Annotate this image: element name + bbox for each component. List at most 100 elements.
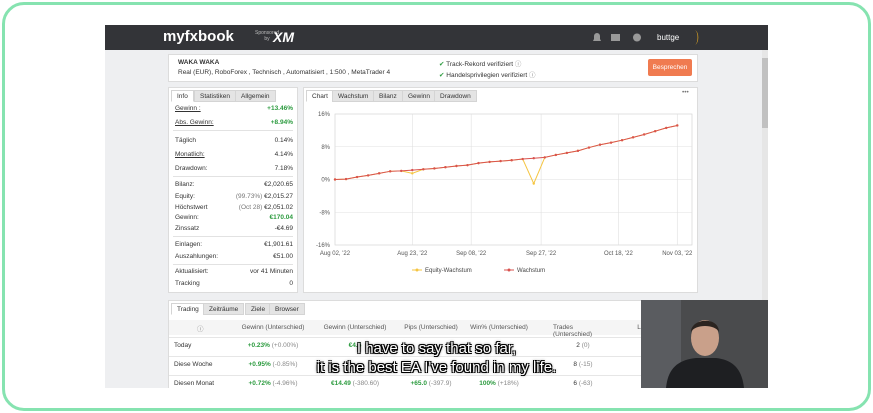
note: (Oct 28)	[238, 204, 263, 211]
x-tick-label: Nov 03, '22	[662, 251, 693, 257]
discuss-button[interactable]: Besprechen	[648, 59, 692, 76]
cell: 2 (0)	[576, 342, 589, 349]
row-label: Diesen Monat	[174, 380, 215, 387]
info-row: Auszahlungen: €51.00	[175, 253, 293, 263]
line	[334, 124, 678, 180]
value: 0	[289, 280, 293, 287]
line	[334, 124, 678, 185]
legend-label: Equity-Wachstum	[425, 268, 472, 274]
difference: (-63)	[578, 380, 593, 387]
point	[631, 136, 635, 139]
label: Gewinn :	[175, 105, 201, 112]
value: €2,020.65	[264, 181, 293, 188]
value: +8.94%	[270, 119, 293, 126]
value: -€4.69	[275, 225, 293, 232]
value: €170.04	[269, 214, 294, 221]
cell: +65.0 (-397.9)	[410, 380, 451, 387]
subtitle: it is the best EA I've found in my life.	[316, 359, 557, 376]
tab[interactable]: Drawdown	[434, 90, 477, 102]
value: +8.94%	[271, 119, 293, 126]
label: Täglich	[175, 137, 196, 144]
point	[477, 161, 480, 165]
info-row: Täglich 0.14%	[175, 137, 293, 147]
tab[interactable]: Allgemein	[235, 90, 276, 102]
cell: 6 (-63)	[573, 380, 592, 387]
point	[377, 172, 381, 175]
difference: (+0.00%)	[271, 342, 299, 349]
label: Aktualisiert:	[175, 268, 209, 275]
value: €1,901.61	[264, 241, 293, 248]
legend-dot	[415, 268, 419, 272]
point	[455, 164, 458, 168]
header: myfxbook Sponsored by XM buttge	[105, 25, 768, 50]
label: Monatlich:	[175, 151, 205, 158]
label: Gewinn:	[175, 214, 199, 221]
column-header: Trades (Unterschied)	[553, 324, 593, 338]
cell: 8 (-15)	[573, 361, 592, 368]
label: Abs. Gewinn:	[175, 119, 214, 126]
point	[532, 182, 535, 185]
logo[interactable]: myfxbook	[163, 28, 234, 45]
column-header: Gewinn (Unterschied)	[323, 324, 387, 331]
point	[488, 160, 491, 164]
tab[interactable]: Trading	[171, 303, 205, 315]
value: €1,901.61	[264, 241, 293, 248]
amount: +65.0	[410, 380, 427, 387]
point	[554, 153, 558, 157]
point	[400, 169, 403, 173]
menu[interactable]: •••	[682, 89, 689, 96]
cell: €4.5	[349, 342, 362, 349]
amount: +0.23%	[247, 342, 270, 349]
point	[510, 159, 513, 162]
point	[620, 139, 624, 142]
value: 0.14%	[274, 137, 293, 144]
point	[576, 149, 580, 153]
user-name[interactable]: buttge	[657, 33, 680, 42]
tab[interactable]: Wachstum	[332, 90, 375, 102]
y-tick-label: -16%	[316, 243, 331, 249]
amount: 8	[573, 361, 578, 368]
sponsor[interactable]: XM	[273, 29, 294, 45]
value: 0.14%	[275, 137, 293, 144]
icons[interactable]	[591, 32, 651, 44]
subtitle: I have to say that so far,	[356, 340, 517, 357]
tab[interactable]: Browser	[269, 303, 305, 315]
check: ✔ Handelsprivilegien verifiziert ⓘ	[439, 72, 536, 79]
note: (99.73%)	[235, 193, 263, 200]
cell: +0.23% (+0.00%)	[248, 342, 299, 349]
avatar[interactable]	[691, 29, 701, 46]
difference: (-380.60)	[352, 380, 380, 387]
difference: (-4.96%)	[272, 380, 298, 387]
point	[333, 178, 337, 181]
row-line	[169, 375, 645, 376]
value: €170.04	[270, 214, 294, 221]
label: Höchstwert	[175, 204, 208, 211]
point	[411, 168, 414, 172]
label: Tracking	[175, 280, 200, 287]
point	[422, 168, 425, 171]
table-panel: Trading Zeiträume Ziele Browser ⓘ Gewinn…	[168, 300, 645, 388]
scrollbar[interactable]	[762, 50, 768, 388]
amount: +0.72%	[248, 380, 271, 387]
column-header: Win% (Unterschied)	[470, 324, 528, 331]
label: Equity:	[175, 193, 195, 200]
label: Drawdown:	[175, 165, 208, 172]
column-header: Pips (Unterschied)	[404, 324, 458, 331]
divider	[173, 176, 293, 177]
x-tick-label: Aug 02, '22	[320, 251, 351, 257]
tab[interactable]: Info	[171, 90, 194, 102]
account-panel: WAKA WAKA Real (EUR), RoboForex , Techni…	[168, 54, 698, 82]
amount: €14.49	[330, 380, 351, 387]
divider	[173, 236, 293, 237]
info-row: Gewinn: €170.04	[175, 214, 293, 224]
point	[521, 157, 524, 161]
column-header: L	[637, 324, 641, 331]
account-name: WAKA WAKA	[178, 59, 220, 66]
value: €2,015.27	[264, 193, 293, 200]
point	[598, 143, 602, 146]
check: ✔ Track-Rekord verifiziert ⓘ	[439, 61, 522, 68]
tab[interactable]: Zeiträume	[203, 303, 245, 315]
value: vor 41 Minuten	[250, 268, 293, 275]
